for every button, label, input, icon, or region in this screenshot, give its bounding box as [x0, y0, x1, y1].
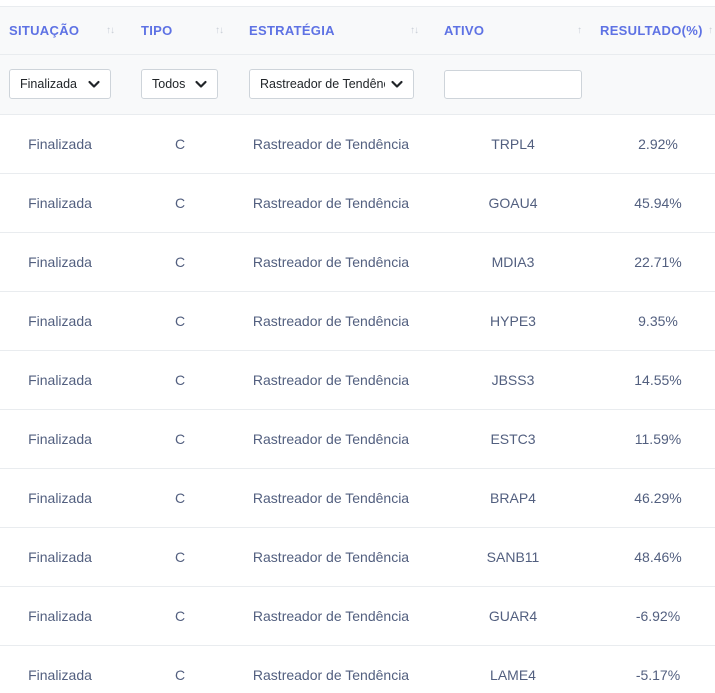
cell-resultado: 48.46% [634, 549, 682, 565]
cell-ativo: MDIA3 [491, 254, 535, 270]
cell-estrategia: Rastreador de Tendência [252, 549, 410, 565]
table-row[interactable]: Finalizada C Rastreador de Tendência SANB11… [0, 528, 715, 587]
tipo-filter-select[interactable]: Todos [141, 69, 218, 99]
cell-resultado: 45.94% [634, 195, 682, 211]
table-row[interactable]: Finalizada C Rastreador de Tendência LAME4 -… [0, 646, 715, 693]
cell-ativo: JBSS3 [491, 372, 535, 388]
cell-estrategia: Rastreador de Tendência [252, 136, 410, 152]
cell-tipo: C [174, 136, 186, 152]
chevron-down-icon [195, 80, 207, 88]
tipo-filter-value: Todos [152, 77, 186, 91]
table-row[interactable]: Finalizada C Rastreador de Tendência GOAU4 4… [0, 174, 715, 233]
table-row[interactable]: Finalizada C Rastreador de Tendência GUAR4 -… [0, 587, 715, 646]
cell-situacao: Finalizada [28, 667, 92, 683]
cell-tipo: C [174, 549, 186, 565]
table-top-border [0, 6, 715, 7]
table-body: Finalizada C Rastreador de Tendência TRPL4 2… [0, 115, 715, 693]
cell-resultado: 2.92% [638, 136, 678, 152]
cell-ativo: SANB11 [486, 549, 540, 565]
column-header-situacao[interactable]: SITUAÇÃO [9, 7, 79, 54]
cell-estrategia: Rastreador de Tendência [252, 667, 410, 683]
situacao-filter-value: Finalizada [20, 77, 77, 91]
cell-tipo: C [174, 372, 186, 388]
situacao-filter-select[interactable]: Finalizada [9, 69, 111, 99]
sort-both-icon[interactable]: ↑↓ [106, 25, 115, 36]
cell-ativo: LAME4 [490, 667, 536, 683]
cell-situacao: Finalizada [28, 372, 92, 388]
cell-tipo: C [174, 490, 186, 506]
cell-situacao: Finalizada [28, 313, 92, 329]
table-row[interactable]: Finalizada C Rastreador de Tendência HYPE3 9… [0, 292, 715, 351]
column-header-label: RESULTADO(%) [600, 23, 703, 38]
table-header-row: SITUAÇÃO ↑↓ TIPO ↑↓ ESTRATÉGIA ↑↓ ATIVO … [0, 7, 715, 55]
cell-estrategia: Rastreador de Tendência [252, 313, 410, 329]
table-row[interactable]: Finalizada C Rastreador de Tendência ESTC3 1… [0, 410, 715, 469]
cell-ativo: GUAR4 [488, 608, 538, 624]
cell-ativo: GOAU4 [488, 195, 538, 211]
cell-resultado: 46.29% [634, 490, 682, 506]
cell-resultado: 9.35% [638, 313, 678, 329]
cell-ativo: TRPL4 [491, 136, 535, 152]
chevron-down-icon [88, 80, 100, 88]
cell-tipo: C [174, 195, 186, 211]
column-header-resultado[interactable]: RESULTADO(%) [600, 7, 703, 54]
sort-both-icon[interactable]: ↑↓ [215, 25, 224, 36]
table-row[interactable]: Finalizada C Rastreador de Tendência TRPL4 2… [0, 115, 715, 174]
cell-tipo: C [174, 254, 186, 270]
cell-situacao: Finalizada [28, 254, 92, 270]
cell-estrategia: Rastreador de Tendência [252, 195, 410, 211]
cell-situacao: Finalizada [28, 490, 92, 506]
cell-situacao: Finalizada [28, 136, 92, 152]
column-header-label: ATIVO [444, 23, 485, 38]
cell-situacao: Finalizada [28, 195, 92, 211]
cell-resultado: -6.92% [635, 608, 681, 624]
chevron-down-icon [391, 80, 403, 88]
cell-tipo: C [174, 313, 186, 329]
table-row[interactable]: Finalizada C Rastreador de Tendência BRAP4 4… [0, 469, 715, 528]
cell-tipo: C [174, 608, 186, 624]
column-header-label: ESTRATÉGIA [249, 23, 335, 38]
cell-ativo: HYPE3 [490, 313, 536, 329]
table-filter-row: Finalizada Todos Rastreador de Tendência [0, 55, 715, 115]
cell-estrategia: Rastreador de Tendência [252, 490, 410, 506]
cell-ativo: BRAP4 [490, 490, 536, 506]
cell-estrategia: Rastreador de Tendência [252, 372, 410, 388]
cell-resultado: -5.17% [635, 667, 681, 683]
cell-ativo: ESTC3 [490, 431, 536, 447]
cell-estrategia: Rastreador de Tendência [252, 254, 410, 270]
sort-up-icon[interactable]: ↑ [577, 25, 582, 36]
cell-resultado: 22.71% [634, 254, 682, 270]
cell-resultado: 14.55% [634, 372, 682, 388]
cell-estrategia: Rastreador de Tendência [252, 431, 410, 447]
ativo-filter-input[interactable] [444, 70, 582, 99]
estrategia-filter-select[interactable]: Rastreador de Tendência [249, 69, 414, 99]
column-header-estrategia[interactable]: ESTRATÉGIA [249, 7, 335, 54]
sort-up-icon[interactable]: ↑ [708, 25, 713, 36]
cell-situacao: Finalizada [28, 549, 92, 565]
cell-estrategia: Rastreador de Tendência [252, 608, 410, 624]
cell-tipo: C [174, 667, 186, 683]
estrategia-filter-value: Rastreador de Tendência [260, 77, 385, 91]
table-row[interactable]: Finalizada C Rastreador de Tendência MDIA3 2… [0, 233, 715, 292]
cell-situacao: Finalizada [28, 431, 92, 447]
sort-both-icon[interactable]: ↑↓ [410, 25, 419, 36]
column-header-ativo[interactable]: ATIVO [444, 7, 484, 54]
cell-resultado: 11.59% [634, 431, 682, 447]
column-header-label: SITUAÇÃO [9, 23, 80, 38]
cell-tipo: C [174, 431, 186, 447]
table-row[interactable]: Finalizada C Rastreador de Tendência JBSS3 1… [0, 351, 715, 410]
column-header-tipo[interactable]: TIPO [141, 7, 173, 54]
cell-situacao: Finalizada [28, 608, 92, 624]
column-header-label: TIPO [141, 23, 173, 38]
